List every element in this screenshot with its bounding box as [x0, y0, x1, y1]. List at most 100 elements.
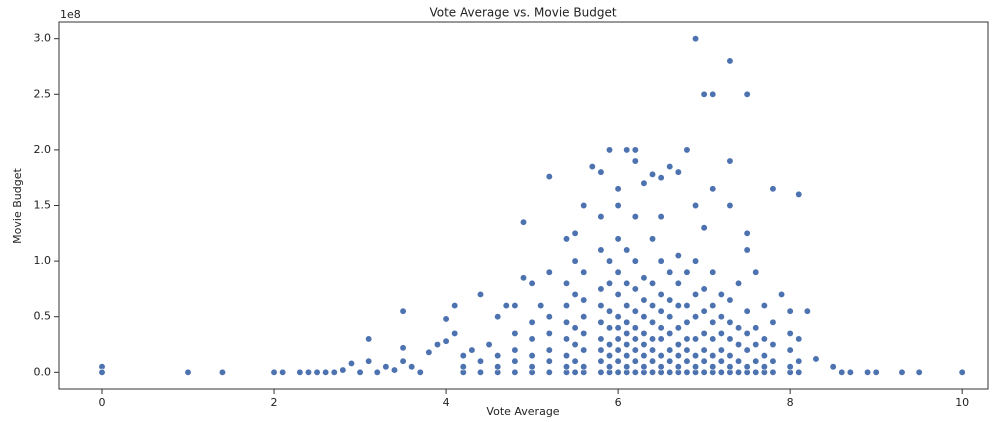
scatter-point [743, 329, 751, 338]
scatter-point [666, 357, 674, 365]
y-tick-label: 0.5 [34, 310, 52, 323]
y-tick-label: 3.0 [34, 32, 52, 45]
scatter-point [614, 313, 622, 321]
scatter-point [786, 329, 794, 338]
scatter-point [597, 212, 605, 221]
scatter-point [382, 363, 390, 371]
scatter-point [666, 268, 674, 276]
scatter-point [511, 368, 519, 376]
scatter-point [399, 357, 407, 365]
scatter-point [674, 279, 682, 287]
scatter-point [631, 307, 639, 315]
scatter-point [657, 212, 665, 221]
scatter-point [640, 329, 648, 338]
scatter-point [545, 172, 553, 181]
scatter-point [605, 279, 614, 287]
scatter-point [494, 351, 502, 360]
scatter-point [691, 35, 700, 43]
scatter-point [623, 318, 631, 326]
scatter-point [597, 168, 605, 176]
scatter-point [588, 162, 596, 171]
scatter-point [717, 290, 725, 299]
scatter-point [278, 368, 287, 376]
scatter-point [717, 313, 725, 321]
scatter-point [657, 290, 665, 299]
scatter-point [691, 335, 700, 343]
scatter-point [623, 329, 631, 338]
scatter-point [614, 201, 622, 210]
scatter-point [597, 346, 605, 354]
scatter-point [648, 368, 657, 376]
scatter-point [666, 296, 674, 304]
scatter-point [614, 185, 622, 193]
scatter-point [623, 279, 631, 287]
scatter-point [631, 285, 639, 293]
scatter-point [872, 368, 880, 376]
scatter-point [304, 368, 313, 376]
scatter-point [270, 368, 278, 376]
scatter-point [562, 335, 571, 343]
scatter-point [657, 257, 665, 265]
scatter-point [726, 296, 734, 304]
scatter-point [700, 224, 708, 232]
scatter-point [347, 359, 356, 368]
scatter-point [494, 363, 502, 371]
scatter-point [605, 351, 614, 360]
scatter-point [700, 307, 708, 315]
scatter-point [657, 174, 665, 182]
scatter-point [218, 368, 227, 376]
scatter-point [451, 329, 459, 338]
scatter-point [657, 307, 665, 315]
scatter-point [795, 190, 803, 199]
scatter-point [691, 363, 700, 371]
scatter-point [451, 301, 459, 310]
scatter-point [657, 324, 665, 332]
scatter-point [605, 307, 614, 315]
scatter-point [683, 146, 691, 154]
scatter-point [631, 257, 639, 265]
scatter-point [631, 157, 639, 165]
x-tick-label: 0 [99, 396, 106, 409]
scatter-point [752, 340, 760, 349]
scatter-point [666, 368, 674, 376]
scatter-point [184, 368, 192, 376]
scatter-point [674, 168, 682, 176]
scatter-point [915, 368, 923, 376]
scatter-point [666, 313, 674, 321]
scatter-point [803, 307, 812, 315]
scatter-point [623, 363, 631, 371]
scatter-point [898, 368, 906, 376]
scatter-point [580, 313, 588, 321]
scatter-point [365, 357, 373, 365]
scatter-point [545, 357, 553, 365]
scatter-point [485, 340, 493, 349]
scatter-point [614, 335, 622, 343]
scatter-point [726, 335, 734, 343]
scatter-point [614, 357, 622, 365]
scatter-point [726, 318, 734, 326]
scatter-point [648, 301, 657, 310]
scatter-point [631, 368, 639, 376]
scatter-point [743, 363, 751, 371]
scatter-point [580, 363, 588, 371]
scatter-point [390, 366, 399, 374]
scatter-point [674, 363, 682, 371]
scatter-point [709, 318, 717, 326]
scatter-point [838, 368, 846, 376]
scatter-point [863, 368, 872, 376]
scatter-point [640, 351, 648, 360]
scatter-point [683, 346, 691, 354]
scatter-point [640, 179, 648, 187]
y-offset-label: 1e8 [60, 8, 81, 21]
scatter-point [528, 335, 536, 343]
scatter-point [752, 268, 760, 276]
scatter-point [691, 351, 700, 360]
x-tick-label: 6 [615, 396, 622, 409]
scatter-point [330, 368, 338, 376]
scatter-point [734, 279, 743, 287]
scatter-point [657, 335, 665, 343]
scatter-point [709, 363, 717, 371]
scatter-point [623, 146, 631, 154]
scatter-point [442, 337, 450, 345]
